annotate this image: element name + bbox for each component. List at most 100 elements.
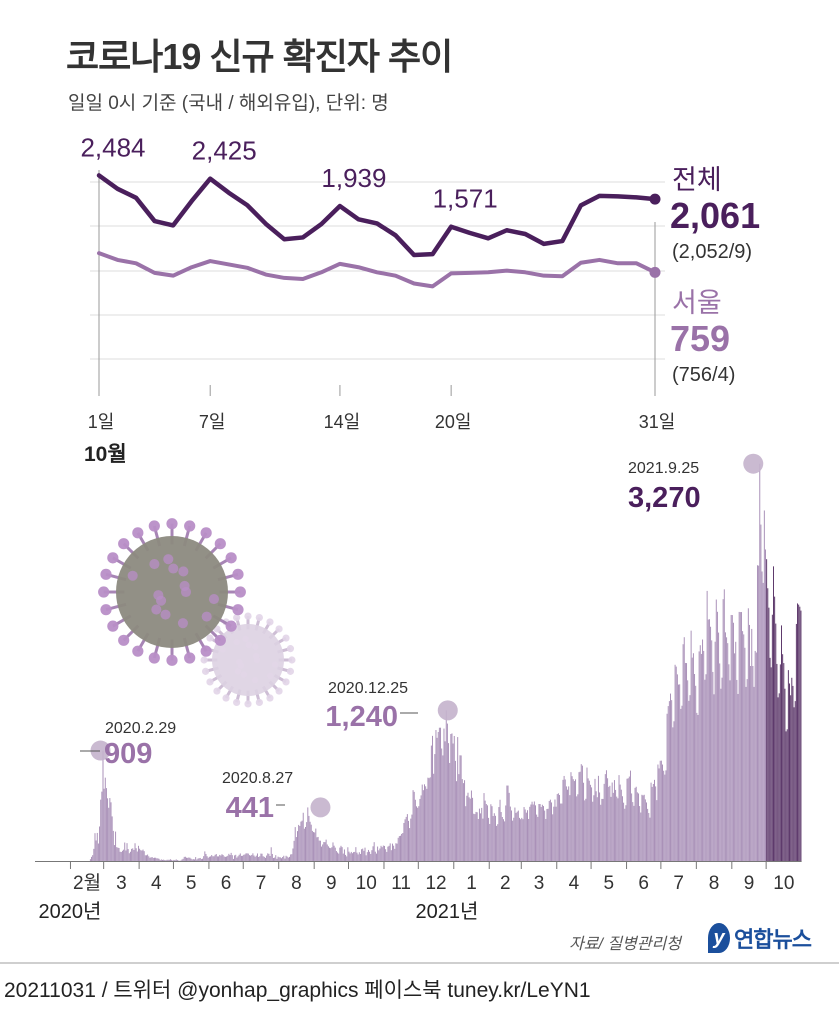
daily-bar bbox=[759, 463, 761, 861]
daily-bar bbox=[380, 845, 382, 861]
daily-bar bbox=[228, 853, 230, 861]
daily-bar bbox=[657, 764, 659, 861]
daily-bar bbox=[400, 835, 401, 861]
daily-bar bbox=[125, 850, 127, 861]
daily-bar bbox=[147, 854, 149, 861]
month-label: 4 bbox=[569, 873, 580, 894]
daily-bar bbox=[267, 853, 269, 861]
daily-bar bbox=[565, 786, 567, 861]
virus-surface-dot bbox=[237, 662, 245, 669]
daily-bar bbox=[436, 737, 438, 861]
virus-spike-tip bbox=[118, 634, 130, 646]
daily-bar bbox=[691, 657, 693, 861]
month-label: 11 bbox=[391, 873, 411, 894]
virus-surface-dot bbox=[252, 643, 259, 651]
daily-bar bbox=[406, 814, 408, 861]
daily-bar bbox=[765, 549, 766, 861]
daily-bar bbox=[527, 810, 528, 861]
x-tick-label: 20일 bbox=[435, 412, 472, 432]
daily-bar bbox=[157, 858, 159, 861]
peak-marker bbox=[310, 797, 331, 818]
daily-bar bbox=[372, 846, 374, 861]
virus-spike-tip bbox=[100, 604, 112, 616]
daily-bar bbox=[456, 781, 458, 861]
daily-bar bbox=[504, 821, 506, 861]
daily-bar bbox=[770, 667, 772, 861]
daily-bar bbox=[570, 772, 572, 861]
daily-bar bbox=[491, 806, 493, 861]
daily-bar bbox=[258, 856, 260, 861]
daily-bar bbox=[532, 804, 534, 861]
daily-bar bbox=[349, 853, 351, 861]
daily-bar bbox=[505, 805, 507, 861]
x-month-label: 10월 bbox=[84, 443, 127, 466]
daily-bar bbox=[607, 778, 609, 861]
daily-bar bbox=[571, 776, 573, 861]
logo-mark: y bbox=[708, 923, 730, 953]
daily-bar bbox=[159, 860, 161, 861]
daily-bar bbox=[276, 858, 278, 861]
daily-bar bbox=[595, 791, 597, 861]
daily-bar bbox=[478, 808, 480, 861]
daily-bar bbox=[248, 855, 250, 861]
daily-bar bbox=[795, 623, 797, 861]
daily-bar bbox=[346, 856, 348, 861]
virus-surface-dot bbox=[177, 618, 188, 629]
daily-bar bbox=[528, 818, 530, 861]
daily-bar bbox=[386, 851, 388, 861]
daily-bar bbox=[238, 854, 240, 861]
daily-bar bbox=[641, 794, 643, 861]
virus-surface-dot bbox=[240, 671, 248, 678]
virus-spike-tip bbox=[232, 568, 244, 580]
daily-bar bbox=[576, 796, 578, 861]
daily-bar bbox=[448, 743, 450, 861]
daily-bar bbox=[381, 847, 383, 861]
peak-date-label: 2020.2.29 bbox=[105, 720, 176, 737]
daily-bar bbox=[236, 857, 238, 861]
daily-bar bbox=[176, 860, 178, 861]
daily-bar bbox=[793, 707, 795, 861]
daily-bar bbox=[210, 856, 212, 861]
daily-bar bbox=[391, 843, 393, 861]
daily-bar bbox=[318, 840, 320, 861]
daily-bar bbox=[734, 653, 736, 861]
daily-bar bbox=[342, 853, 344, 861]
daily-bar bbox=[619, 784, 621, 861]
daily-bar bbox=[597, 775, 599, 861]
daily-bar bbox=[690, 630, 692, 861]
yonhap-logo[interactable]: y 연합뉴스 bbox=[708, 920, 812, 956]
daily-bar bbox=[160, 859, 162, 861]
daily-bar bbox=[647, 808, 649, 861]
daily-bar bbox=[680, 708, 682, 861]
daily-bar bbox=[274, 857, 276, 861]
daily-bar bbox=[530, 804, 532, 861]
daily-bar bbox=[454, 760, 456, 861]
daily-bar bbox=[697, 714, 699, 861]
daily-bar bbox=[204, 851, 206, 861]
daily-bar bbox=[748, 624, 750, 861]
daily-bar bbox=[91, 856, 93, 861]
daily-bar bbox=[594, 778, 596, 861]
daily-bar bbox=[670, 693, 671, 861]
daily-bar bbox=[797, 603, 799, 861]
daily-bar bbox=[546, 809, 548, 861]
daily-bar bbox=[198, 858, 200, 861]
page-title: 코로나19 신규 확진자 추이 bbox=[66, 36, 453, 77]
daily-bar bbox=[221, 854, 223, 861]
daily-bar bbox=[560, 803, 562, 861]
daily-bar bbox=[449, 762, 451, 861]
daily-bar bbox=[395, 843, 397, 861]
daily-bar bbox=[302, 812, 304, 861]
daily-bar bbox=[292, 848, 294, 861]
daily-bar bbox=[307, 807, 309, 861]
daily-bar bbox=[375, 853, 377, 861]
daily-bar bbox=[465, 806, 467, 861]
daily-bar bbox=[334, 847, 336, 861]
daily-bar bbox=[323, 842, 325, 861]
daily-bar bbox=[354, 851, 356, 861]
month-label: 6 bbox=[221, 873, 232, 894]
daily-bar bbox=[485, 804, 487, 861]
daily-bar bbox=[358, 852, 360, 861]
daily-bar bbox=[681, 705, 683, 861]
daily-bar bbox=[712, 671, 714, 861]
